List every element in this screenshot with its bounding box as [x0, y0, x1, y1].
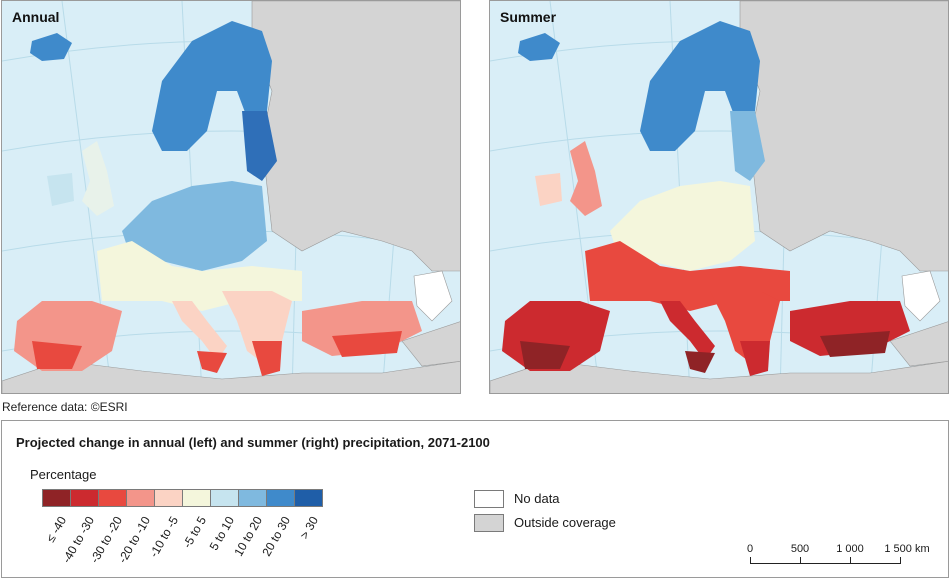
scale-label: 1 500 km — [884, 543, 930, 555]
legend-swatch: 10 to 20 — [231, 489, 267, 559]
scandinavia — [152, 21, 272, 151]
scale-label: 1 000 — [836, 543, 864, 555]
scale-tick — [900, 557, 901, 564]
legend-swatch: -10 to -5 — [146, 489, 183, 560]
legend-swatch: > 30 — [294, 489, 323, 542]
map-title-summer: Summer — [500, 9, 557, 25]
iceland — [30, 33, 72, 61]
outside-coverage-swatch — [474, 514, 504, 532]
annual-map-canvas — [2, 1, 460, 393]
sicily — [197, 351, 227, 373]
scale-label: 500 — [790, 543, 810, 555]
no-data-label: No data — [514, 491, 560, 506]
finland-baltic — [242, 111, 277, 181]
legend-subtitle: Percentage — [30, 467, 97, 482]
great-britain — [570, 141, 602, 216]
scale-label: 0 — [746, 543, 754, 555]
legend-panel: Projected change in annual (left) and su… — [1, 420, 949, 578]
legend-swatch: -5 to 5 — [179, 489, 211, 550]
summer-map-canvas — [490, 1, 948, 393]
outside-coverage-land — [490, 1, 948, 393]
legend-swatch: -30 to -20 — [87, 489, 127, 565]
legend-swatch-label: 5 to 10 — [206, 514, 237, 553]
legend-swatch: -20 to -10 — [115, 489, 155, 565]
legend-swatch-label: > 30 — [296, 514, 321, 542]
legend-swatch-label: ≤ -40 — [42, 514, 69, 545]
ireland — [535, 173, 562, 206]
legend-swatch: 20 to 30 — [259, 489, 295, 559]
legend-swatch: 5 to 10 — [206, 489, 239, 553]
scale-tick — [750, 557, 751, 564]
south-turkey — [332, 331, 402, 357]
legend-swatch-label: -5 to 5 — [179, 514, 209, 551]
south-iberia — [520, 341, 570, 369]
south-turkey — [820, 331, 890, 357]
legend-swatch: -40 to -30 — [59, 489, 99, 565]
legend-swatch: ≤ -40 — [42, 489, 71, 545]
iceland — [518, 33, 560, 61]
italy — [660, 301, 715, 361]
outside-coverage-label: Outside coverage — [514, 515, 616, 530]
annual-map: Annual — [1, 0, 461, 394]
central-europe — [122, 181, 267, 271]
scale-bar: 0 500 1 000 1 500 km — [742, 543, 942, 573]
scale-tick — [800, 557, 801, 564]
italy — [172, 301, 227, 361]
no-data-swatch — [474, 490, 504, 508]
central-europe — [610, 181, 755, 271]
no-data-area — [901, 270, 941, 322]
greece — [740, 341, 770, 376]
greece — [252, 341, 282, 376]
reference-data-note: Reference data: ©ESRI — [2, 400, 128, 414]
scale-bar-line — [750, 563, 901, 564]
ireland — [47, 173, 74, 206]
scandinavia — [640, 21, 760, 151]
sicily — [685, 351, 715, 373]
no-data-area — [413, 270, 453, 322]
map-title-annual: Annual — [12, 9, 60, 25]
legend-title: Projected change in annual (left) and su… — [16, 435, 490, 450]
legend-color-scale: ≤ -40 -40 to -30 -30 to -20 -20 to -10 -10 t… — [42, 489, 323, 565]
south-iberia — [32, 341, 82, 369]
scale-tick — [850, 557, 851, 564]
finland-baltic — [730, 111, 765, 181]
outside-coverage-land — [2, 1, 460, 393]
summer-map: Summer — [489, 0, 949, 394]
great-britain — [82, 141, 114, 216]
